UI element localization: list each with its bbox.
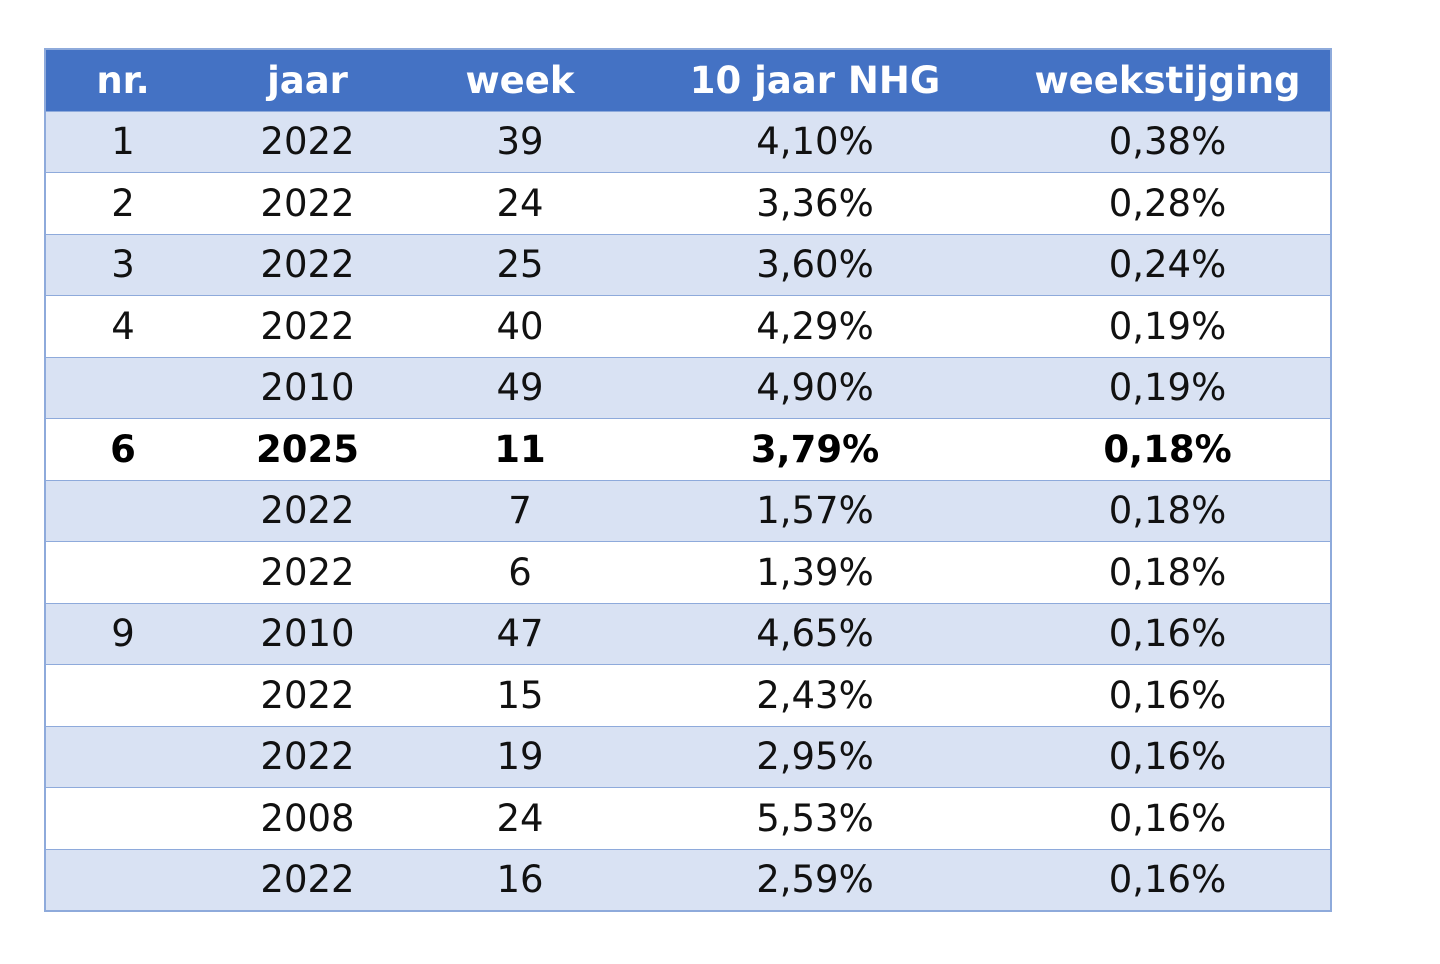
cell-nr: 1 [45,110,200,173]
cell-jaar: 2010 [200,602,415,665]
cell-jaar: 2022 [200,664,415,726]
cell-nr [45,541,200,603]
cell-weekstijging: 0,38% [1005,110,1331,173]
header-week: week [415,49,625,112]
cell-nr [45,725,200,788]
cell-week: 40 [415,295,625,357]
cell-weekstijging: 0,28% [1005,172,1331,234]
table-row: 2022 15 2,43% 0,16% [45,664,1331,726]
cell-nr: 3 [45,233,200,296]
cell-nr: 9 [45,602,200,665]
table-row: 9 2010 47 4,65% 0,16% [45,602,1331,665]
cell-nr: 4 [45,295,200,357]
header-jaar: jaar [200,49,415,112]
cell-week: 19 [415,725,625,788]
cell-jaar: 2022 [200,541,415,603]
cell-weekstijging: 0,19% [1005,295,1331,357]
cell-jaar: 2022 [200,295,415,357]
cell-weekstijging: 0,16% [1005,602,1331,665]
cell-nhg: 4,29% [625,295,1005,357]
cell-jaar: 2022 [200,233,415,296]
header-10-jaar-nhg: 10 jaar NHG [625,49,1005,112]
cell-nhg: 2,43% [625,664,1005,726]
cell-weekstijging: 0,24% [1005,233,1331,296]
cell-weekstijging: 0,16% [1005,664,1331,726]
rate-increase-table: nr. jaar week 10 jaar NHG weekstijging 1… [44,48,1332,912]
cell-week: 6 [415,541,625,603]
cell-jaar: 2010 [200,356,415,419]
cell-week: 16 [415,848,625,911]
cell-nhg: 1,57% [625,479,1005,542]
cell-nr [45,787,200,849]
header-weekstijging: weekstijging [1005,49,1331,112]
cell-weekstijging: 0,19% [1005,356,1331,419]
table-row: 2010 49 4,90% 0,19% [45,356,1331,419]
cell-nr [45,479,200,542]
table-row: 2022 16 2,59% 0,16% [45,848,1331,911]
table-row: 2 2022 24 3,36% 0,28% [45,172,1331,234]
cell-nhg: 4,90% [625,356,1005,419]
cell-weekstijging: 0,16% [1005,787,1331,849]
table-header: nr. jaar week 10 jaar NHG weekstijging [45,49,1331,112]
cell-nhg: 3,79% [625,418,1005,480]
cell-weekstijging: 0,16% [1005,848,1331,911]
cell-jaar: 2022 [200,110,415,173]
cell-week: 24 [415,787,625,849]
header-nr: nr. [45,49,200,112]
cell-week: 49 [415,356,625,419]
cell-week: 15 [415,664,625,726]
table-row: 2022 6 1,39% 0,18% [45,541,1331,603]
cell-jaar: 2025 [200,418,415,480]
cell-jaar: 2022 [200,172,415,234]
table-row: 3 2022 25 3,60% 0,24% [45,233,1331,296]
cell-nhg: 3,60% [625,233,1005,296]
table-row: 4 2022 40 4,29% 0,19% [45,295,1331,357]
cell-week: 24 [415,172,625,234]
cell-nhg: 2,59% [625,848,1005,911]
cell-nr [45,664,200,726]
table-row: 2022 19 2,95% 0,16% [45,725,1331,788]
cell-week: 39 [415,110,625,173]
cell-week: 25 [415,233,625,296]
cell-nhg: 1,39% [625,541,1005,603]
table-row: 2022 7 1,57% 0,18% [45,479,1331,542]
cell-weekstijging: 0,18% [1005,541,1331,603]
cell-nhg: 3,36% [625,172,1005,234]
cell-week: 47 [415,602,625,665]
cell-week: 11 [415,418,625,480]
cell-jaar: 2022 [200,725,415,788]
cell-nr [45,848,200,911]
cell-nhg: 5,53% [625,787,1005,849]
table-body: 1 2022 39 4,10% 0,38% 2 2022 24 3,36% 0,… [45,110,1331,911]
cell-jaar: 2022 [200,848,415,911]
cell-jaar: 2008 [200,787,415,849]
cell-weekstijging: 0,16% [1005,725,1331,788]
cell-nr: 6 [45,418,200,480]
table-row: 2008 24 5,53% 0,16% [45,787,1331,849]
table-row: 1 2022 39 4,10% 0,38% [45,110,1331,173]
cell-weekstijging: 0,18% [1005,479,1331,542]
table-row-highlighted: 6 2025 11 3,79% 0,18% [45,418,1331,480]
cell-nhg: 4,65% [625,602,1005,665]
cell-nhg: 4,10% [625,110,1005,173]
cell-weekstijging: 0,18% [1005,418,1331,480]
header-row: nr. jaar week 10 jaar NHG weekstijging [45,49,1331,112]
cell-nr [45,356,200,419]
cell-week: 7 [415,479,625,542]
cell-nhg: 2,95% [625,725,1005,788]
cell-nr: 2 [45,172,200,234]
cell-jaar: 2022 [200,479,415,542]
